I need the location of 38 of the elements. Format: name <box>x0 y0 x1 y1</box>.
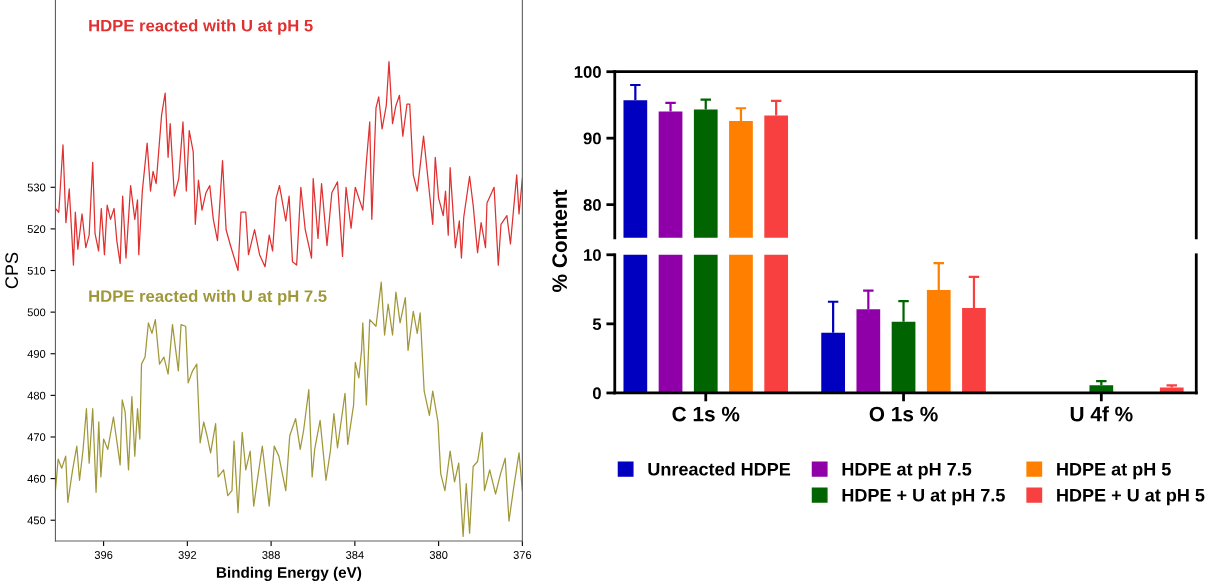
x-tick-label: 396 <box>94 551 113 559</box>
bar <box>1089 385 1114 393</box>
legend-label: HDPE + U at pH 5 <box>1057 488 1205 506</box>
x-tick-label: 392 <box>178 551 197 559</box>
y-tick-label: 80 <box>583 199 601 211</box>
line-series <box>55 60 523 272</box>
y-tick-label: 480 <box>27 391 46 400</box>
legend-label: HDPE at pH 7.5 <box>842 463 972 480</box>
y-tick-label: 460 <box>27 474 46 483</box>
y-tick-label: 510 <box>27 266 46 275</box>
y-tick-label: 520 <box>27 225 46 234</box>
y-tick-label: 490 <box>27 350 46 358</box>
x-axis-title: Binding Energy (eV) <box>216 566 362 581</box>
legend-label: Unreacted HDPE <box>648 462 791 476</box>
x-tick-label: C 1s % <box>672 406 740 422</box>
text: HDPE reacted with U at pH 5 <box>89 19 313 35</box>
y-axis-title: % Content <box>552 189 568 292</box>
legend-label: HDPE + U at pH 7.5 <box>842 488 1005 506</box>
x-tick-label: O 1s % <box>869 406 938 422</box>
y-tick-label: 0 <box>592 387 601 400</box>
x-tick-label: 388 <box>262 551 280 559</box>
y-tick-label: 450 <box>27 516 46 525</box>
legend-label: HDPE at pH 5 <box>1057 463 1171 480</box>
x-tick-label: 376 <box>513 551 532 559</box>
y-tick-label: 5 <box>592 318 602 331</box>
y-tick-label: 500 <box>27 308 46 317</box>
y-tick-label: 10 <box>584 249 601 261</box>
y-tick-label: 100 <box>574 66 601 78</box>
line-series <box>55 281 523 538</box>
y-axis-title: CPS <box>5 252 19 289</box>
bar <box>1159 387 1184 393</box>
y-tick-label: 90 <box>583 132 601 145</box>
y-tick-label: 530 <box>27 183 46 192</box>
x-tick-label: 384 <box>346 551 364 559</box>
text: HDPE reacted with U at pH 7.5 <box>89 289 327 306</box>
x-tick-label: U 4f % <box>1070 406 1133 422</box>
y-tick-label: 470 <box>27 433 46 442</box>
x-tick-label: 380 <box>429 551 448 559</box>
